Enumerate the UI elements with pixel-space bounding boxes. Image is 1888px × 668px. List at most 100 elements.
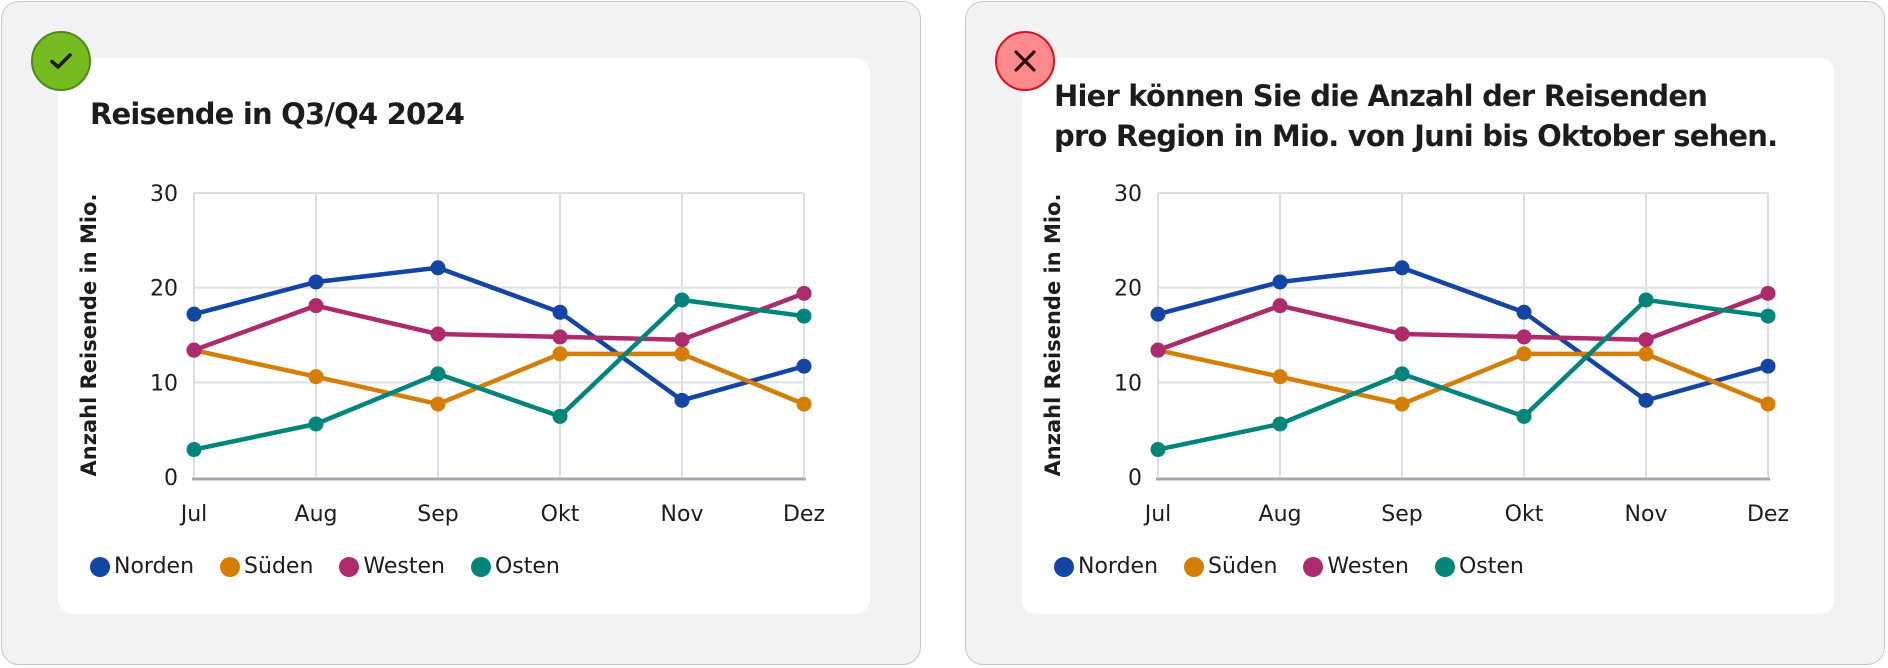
x-tick-label: Jul [179, 502, 208, 527]
data-point[interactable] [186, 342, 202, 358]
x-tick-label: Okt [541, 502, 580, 527]
data-point[interactable] [1150, 442, 1166, 458]
data-point[interactable] [796, 396, 812, 412]
y-tick-label: 30 [1114, 182, 1142, 207]
chart-legend: Norden Süden Westen Osten [90, 554, 560, 579]
chart-card: Reisende in Q3/Q4 2024 0 10 20 30 Jul Aug Sep O… [58, 58, 870, 614]
data-point[interactable] [1516, 329, 1532, 345]
legend-label: Osten [1458, 554, 1524, 579]
legend-item-westen: Westen [1303, 554, 1409, 579]
legend-item-westen: Westen [339, 554, 445, 579]
data-point[interactable] [674, 392, 690, 408]
data-point[interactable] [1516, 304, 1532, 320]
data-point[interactable] [1272, 274, 1288, 290]
series-line [191, 297, 807, 452]
data-point[interactable] [796, 308, 812, 324]
series-line [191, 347, 807, 407]
legend-swatch-icon [470, 556, 491, 577]
data-point[interactable] [674, 332, 690, 348]
legend-item-süden: Süden [1184, 554, 1277, 579]
data-point[interactable] [186, 306, 202, 322]
data-point[interactable] [1638, 346, 1654, 362]
legend-label: Norden [114, 554, 195, 579]
data-point[interactable] [430, 260, 446, 276]
series-line [191, 265, 807, 403]
data-point[interactable] [308, 274, 324, 290]
chart-title-line-1: Hier können Sie die Anzahl der Reisenden [1054, 79, 1708, 113]
data-point[interactable] [1394, 326, 1410, 342]
status-badge-good [31, 31, 91, 91]
data-point[interactable] [1272, 298, 1288, 314]
chart-title: Hier können Sie die Anzahl der Reisenden… [1054, 76, 1778, 156]
data-point[interactable] [1516, 346, 1532, 362]
series-line [1155, 297, 1771, 452]
data-point[interactable] [552, 329, 568, 345]
data-point[interactable] [186, 442, 202, 458]
legend-item-süden: Süden [220, 554, 313, 579]
data-point[interactable] [1516, 408, 1532, 424]
data-point[interactable] [552, 346, 568, 362]
data-point[interactable] [1272, 416, 1288, 432]
line-chart: 0 10 20 30 Jul Aug Sep Okt Nov Dez Anzahl Reisende… [77, 182, 825, 527]
chart-legend: Norden Süden Westen Osten [1054, 554, 1524, 579]
data-point[interactable] [430, 366, 446, 382]
good-example-panel: Reisende in Q3/Q4 2024 0 10 20 30 Jul Aug Sep O… [1, 1, 921, 665]
data-point[interactable] [552, 304, 568, 320]
legend-item-norden: Norden [1054, 554, 1158, 579]
legend-label: Osten [494, 554, 560, 579]
x-tick-label: Dez [783, 502, 825, 527]
data-point[interactable] [430, 396, 446, 412]
data-point[interactable] [1150, 342, 1166, 358]
data-point[interactable] [1760, 308, 1776, 324]
data-point[interactable] [552, 408, 568, 424]
data-point[interactable] [308, 416, 324, 432]
y-tick-label: 10 [150, 371, 178, 396]
series-norden [186, 260, 812, 408]
chart-title: Reisende in Q3/Q4 2024 [90, 97, 465, 131]
series-line [191, 291, 807, 353]
data-point[interactable] [1150, 306, 1166, 322]
series-westen [1150, 285, 1776, 358]
data-point[interactable] [1394, 260, 1410, 276]
data-point[interactable] [308, 298, 324, 314]
data-point[interactable] [796, 285, 812, 301]
data-point[interactable] [674, 292, 690, 308]
chart-title-line-2: pro Region in Mio. von Juni bis Oktober … [1054, 119, 1778, 153]
series-süden [186, 342, 812, 412]
y-tick-label: 10 [1114, 371, 1142, 396]
data-point[interactable] [1638, 292, 1654, 308]
data-point[interactable] [1272, 369, 1288, 385]
series-süden [1150, 342, 1776, 412]
x-tick-label: Jul [1143, 502, 1172, 527]
legend-item-osten: Osten [1434, 554, 1524, 579]
legend-swatch-icon [1303, 556, 1324, 577]
legend-swatch-icon [339, 556, 360, 577]
series-osten [186, 292, 812, 458]
legend-swatch-icon [90, 556, 110, 577]
data-point[interactable] [674, 346, 690, 362]
data-point[interactable] [430, 326, 446, 342]
data-point[interactable] [1760, 396, 1776, 412]
data-point[interactable] [1394, 396, 1410, 412]
y-axis-label: Anzahl Reisende in Mio. [1041, 194, 1065, 477]
data-point[interactable] [1638, 332, 1654, 348]
legend-label: Westen [363, 554, 445, 579]
data-point[interactable] [1394, 366, 1410, 382]
y-tick-label: 30 [150, 182, 178, 207]
x-tick-label: Aug [295, 502, 338, 527]
legend-label: Süden [1208, 554, 1278, 579]
series-osten [1150, 292, 1776, 458]
data-point[interactable] [308, 369, 324, 385]
chart-card: Hier können Sie die Anzahl der Reisenden… [1022, 58, 1834, 614]
x-tick-label: Nov [1625, 502, 1668, 527]
y-tick-label: 20 [1114, 277, 1142, 302]
data-point[interactable] [796, 358, 812, 374]
y-tick-label: 0 [1128, 466, 1142, 491]
data-point[interactable] [1760, 285, 1776, 301]
legend-swatch-icon [1184, 556, 1205, 577]
bad-example-panel: Hier können Sie die Anzahl der Reisenden… [965, 1, 1885, 665]
data-point[interactable] [1760, 358, 1776, 374]
data-point[interactable] [1638, 392, 1654, 408]
line-chart: 0 10 20 30 Jul Aug Sep Okt Nov Dez Anzahl Reisende… [1041, 182, 1789, 527]
x-tick-label: Aug [1259, 502, 1302, 527]
